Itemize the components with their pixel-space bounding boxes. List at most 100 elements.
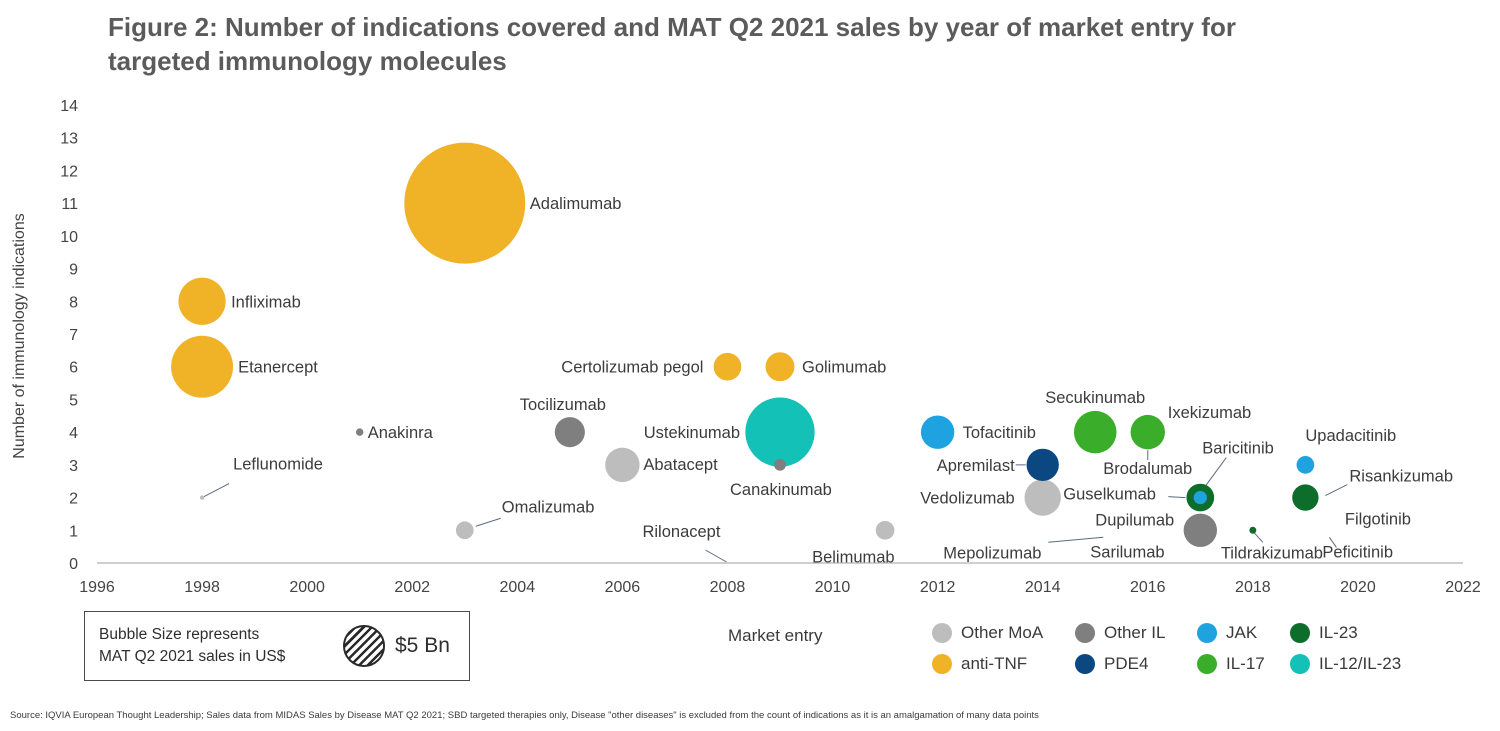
label-filgotinib: Filgotinib <box>1345 510 1411 528</box>
x-tick-label: 2016 <box>1130 579 1166 596</box>
legend-label: Other MoA <box>961 623 1044 642</box>
legend-label: JAK <box>1226 623 1258 642</box>
label-etanercept: Etanercept <box>238 359 318 377</box>
label-apremilast: Apremilast <box>937 457 1015 475</box>
bubble-vedolizumab <box>1024 479 1061 516</box>
x-tick-label: 2008 <box>710 579 746 596</box>
bubble-secukinumab <box>1073 410 1117 454</box>
bubble-apremilast <box>1026 448 1059 482</box>
bubble-certolizumab-pegol <box>713 352 742 381</box>
label-leader-lines <box>203 450 1348 563</box>
bubble-belimumab <box>875 520 895 540</box>
chart-axes: 1996 1998 2000 2002 2004 2006 2008 2010 2012 2014… <box>60 98 1481 596</box>
label-abatacept: Abatacept <box>643 456 718 474</box>
chart-legend: Other MoA Other IL JAK IL-23 anti-TNF PDE4 IL-… <box>932 622 1452 682</box>
y-tick-label: 12 <box>60 163 78 180</box>
label-rilonacept: Rilonacept <box>642 523 720 541</box>
y-tick-label: 3 <box>69 458 78 475</box>
y-axis-label: Number of immunology indications <box>11 213 28 458</box>
legend-label: IL-23 <box>1319 623 1358 642</box>
legend-swatch <box>932 654 952 674</box>
legend-item-other-moa: Other MoA <box>932 622 1043 644</box>
bubble-leflunomide <box>199 495 205 500</box>
label-adalimumab: Adalimumab <box>530 195 622 213</box>
x-tick-label: 2000 <box>289 579 325 596</box>
bubble-risankizumab <box>1292 484 1319 511</box>
y-tick-label: 14 <box>60 98 78 115</box>
label-baricitinib: Baricitinib <box>1202 440 1274 458</box>
label-ustekinumab: Ustekinumab <box>644 424 740 442</box>
label-mepolizumab: Mepolizumab <box>943 544 1041 562</box>
label-belimumab: Belimumab <box>812 548 895 566</box>
bubble-sarilumab <box>1183 513 1218 547</box>
label-leflunomide: Leflunomide <box>233 456 323 474</box>
bubble-omalizumab <box>455 521 474 540</box>
legend-label: IL-12/IL-23 <box>1319 654 1402 673</box>
y-tick-label: 4 <box>69 425 78 442</box>
bubble-canakinumab <box>774 458 786 471</box>
x-tick-label: 2010 <box>815 579 851 596</box>
legend-swatch <box>1075 654 1095 674</box>
y-tick-label: 10 <box>60 229 78 246</box>
bubble-etanercept <box>171 335 234 398</box>
leader-mepolizumab <box>1048 536 1104 543</box>
y-tick-label: 13 <box>60 131 78 148</box>
label-sarilumab: Sarilumab <box>1090 543 1164 561</box>
bubble-tildrakizumab <box>1249 526 1257 534</box>
label-upadacitinib: Upadacitinib <box>1305 427 1396 445</box>
chart-title-line-2: targeted immunology molecules <box>108 46 507 76</box>
x-tick-label: 1998 <box>184 579 220 596</box>
bubble-baricitinib <box>1193 490 1207 505</box>
legend-swatch <box>1197 623 1217 643</box>
label-ixekizumab: Ixekizumab <box>1168 404 1251 422</box>
legend-label: Other IL <box>1104 623 1166 642</box>
y-tick-label: 0 <box>69 556 78 573</box>
bubble-adalimumab <box>404 142 526 264</box>
legend-label: PDE4 <box>1104 654 1149 673</box>
bubbles <box>171 142 1319 547</box>
bubble-size-value: $5 Bn <box>395 634 450 657</box>
leader-omalizumab <box>475 517 501 527</box>
x-tick-label: 2018 <box>1235 579 1271 596</box>
label-certolizumab-pegol: Certolizumab pegol <box>561 359 703 377</box>
label-omalizumab: Omalizumab <box>502 498 595 516</box>
bubble-size-swatch <box>343 625 385 667</box>
label-tofacitinib: Tofacitinib <box>963 424 1036 442</box>
bubble-tofacitinib <box>920 415 955 449</box>
bubble-labels: Adalimumab Infliximab Etanercept Leflunomid… <box>231 195 1453 566</box>
bubble-infliximab <box>178 277 226 325</box>
label-infliximab: Infliximab <box>231 293 301 311</box>
legend-item-jak: JAK <box>1197 622 1257 644</box>
bubble-ustekinumab <box>745 397 815 467</box>
leader-peficitinib <box>1328 536 1337 548</box>
legend-item-il-17: IL-17 <box>1197 653 1265 675</box>
legend-swatch <box>1290 623 1310 643</box>
chart-title: Figure 2: Number of indications covered … <box>108 10 1478 78</box>
label-guselkumab: Guselkumab <box>1063 486 1156 504</box>
legend-swatch <box>1290 654 1310 674</box>
bubble-upadacitinib <box>1296 456 1315 474</box>
bubble-tocilizumab <box>554 417 585 448</box>
leader-rilonacept <box>705 549 727 563</box>
y-tick-label: 8 <box>69 294 78 311</box>
x-tick-label: 2012 <box>920 579 956 596</box>
leader-guselkumab <box>1168 496 1186 499</box>
x-axis-label: Market entry <box>728 626 823 645</box>
x-tick-label: 2022 <box>1445 579 1481 596</box>
leader-baricitinib <box>1203 457 1227 488</box>
label-dupilumab: Dupilumab <box>1095 511 1174 529</box>
label-golimumab: Golimumab <box>802 359 886 377</box>
bubble-size-key-line-1: Bubble Size represents <box>99 626 260 643</box>
y-tick-label: 6 <box>69 360 78 377</box>
label-canakinumab: Canakinumab <box>730 481 832 499</box>
label-tocilizumab: Tocilizumab <box>520 396 606 414</box>
y-tick-label: 2 <box>69 491 78 508</box>
x-tick-label: 1996 <box>79 579 115 596</box>
legend-item-il-12-il-23: IL-12/IL-23 <box>1290 653 1401 675</box>
legend-swatch <box>1197 654 1217 674</box>
bubble-abatacept <box>605 447 640 483</box>
bubble-ixekizumab <box>1130 414 1165 450</box>
x-tick-label: 2002 <box>394 579 430 596</box>
legend-label: IL-17 <box>1226 654 1265 673</box>
